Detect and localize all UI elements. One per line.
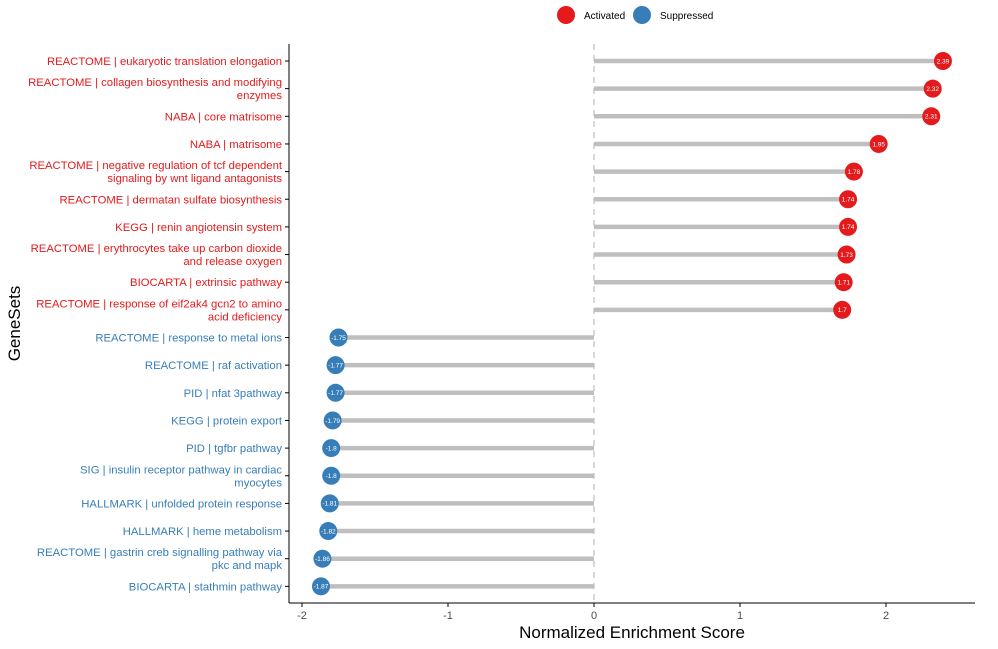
y-label-naba-core-matrisome: NABA | core matrisome bbox=[165, 111, 282, 123]
y-label-reactome-negative-regulation-of-tcf-dependent-signaling-by-wnt-ligand-antagonists: REACTOME | negative regulation of tcf de… bbox=[29, 160, 283, 185]
value-label-14: -1.79 bbox=[325, 418, 340, 425]
y-label-hallmark-heme-metabolism: HALLMARK | heme metabolism bbox=[123, 526, 282, 538]
legend-swatch-suppressed bbox=[633, 6, 651, 24]
point-11 bbox=[329, 328, 348, 347]
y-label-biocarta-stathmin-pathway: BIOCARTA | stathmin pathway bbox=[129, 581, 283, 593]
y-label-reactome-erythrocytes-take-up-carbon-dioxide-and-release-oxygen: REACTOME | erythrocytes take up carbon d… bbox=[31, 243, 282, 268]
y-label-hallmark-unfolded-protein-response: HALLMARK | unfolded protein response bbox=[81, 498, 282, 510]
value-label-19: -1.86 bbox=[315, 556, 330, 563]
point-1 bbox=[933, 52, 952, 70]
y-label-biocarta-extrinsic-pathway: BIOCARTA | extrinsic pathway bbox=[130, 277, 282, 289]
points-layer: 2.39 2.32 2.31 1.95 1.78 1.74 1.74 1.73 1.71 1.7 -… bbox=[311, 52, 952, 596]
legend-label-activated: Activated bbox=[584, 11, 625, 22]
point-2 bbox=[923, 79, 942, 98]
x-axis-title: Normalized Enrichment Score bbox=[519, 623, 745, 642]
point-18 bbox=[319, 522, 338, 541]
x-tick-label: 1 bbox=[737, 610, 743, 622]
value-label-13: -1.77 bbox=[328, 390, 343, 397]
value-label-4: 1.95 bbox=[872, 141, 885, 148]
x-tick-label: 0 bbox=[591, 610, 597, 622]
point-17 bbox=[320, 494, 339, 513]
point-6 bbox=[839, 190, 858, 209]
y-label-sig-insulin-receptor-pathway-in-cardiac-myocytes: SIG | insulin receptor pathway in cardia… bbox=[80, 464, 282, 489]
point-12 bbox=[326, 356, 345, 375]
y-label-reactome-dermatan-sulfate-biosynthesis: REACTOME | dermatan sulfate biosynthesis bbox=[60, 194, 283, 206]
value-label-18: -1.82 bbox=[321, 528, 336, 535]
x-tick-label: 2 bbox=[883, 610, 889, 622]
y-label-kegg-protein-export: KEGG | protein export bbox=[171, 415, 283, 427]
value-label-9: 1.71 bbox=[837, 280, 850, 287]
value-label-20: -1.87 bbox=[314, 584, 329, 591]
point-15 bbox=[322, 439, 341, 458]
point-14 bbox=[323, 411, 342, 430]
point-9 bbox=[834, 273, 853, 292]
point-5 bbox=[844, 162, 863, 181]
value-label-6: 1.74 bbox=[842, 197, 855, 204]
y-label-kegg-renin-angiotensin-system: KEGG | renin angiotensin system bbox=[115, 222, 282, 234]
legend-label-suppressed: Suppressed bbox=[660, 11, 713, 22]
x-axis-ticks: -2 -1 0 1 2 bbox=[297, 603, 889, 622]
y-label-naba-matrisome: NABA | matrisome bbox=[190, 139, 282, 151]
point-7 bbox=[839, 217, 858, 236]
legend-swatch-activated bbox=[557, 6, 575, 24]
point-20 bbox=[311, 577, 330, 596]
value-label-11: -1.75 bbox=[331, 335, 346, 342]
value-label-7: 1.74 bbox=[842, 224, 855, 231]
value-label-8: 1.73 bbox=[840, 252, 853, 259]
point-8 bbox=[837, 245, 856, 264]
y-label-reactome-response-to-metal-ions: REACTOME | response to metal ions bbox=[95, 333, 282, 345]
value-label-10: 1.7 bbox=[838, 307, 847, 314]
value-label-17: -1.81 bbox=[322, 501, 337, 508]
point-10 bbox=[833, 300, 852, 319]
value-label-16: -1.8 bbox=[326, 473, 338, 480]
y-label-reactome-collagen-biosynthesis-and-modifying-enzymes: REACTOME | collagen biosynthesis and mod… bbox=[28, 77, 282, 102]
point-19 bbox=[313, 549, 332, 568]
y-axis-labels: REACTOME | eukaryotic translation elonga… bbox=[28, 56, 289, 593]
y-label-pid-tgfbr-pathway: PID | tgfbr pathway bbox=[186, 443, 282, 455]
value-label-15: -1.8 bbox=[326, 445, 338, 452]
point-4 bbox=[869, 134, 888, 153]
y-label-reactome-gastrin-creb-signalling-pathway-via-pkc-and-mapk: REACTOME | gastrin creb signalling pathw… bbox=[37, 547, 283, 572]
point-13 bbox=[326, 383, 345, 402]
x-tick-label: -2 bbox=[297, 610, 307, 622]
y-label-reactome-eukaryotic-translation-elongation: REACTOME | eukaryotic translation elonga… bbox=[47, 56, 282, 68]
point-16 bbox=[322, 466, 341, 485]
y-label-reactome-raf-activation: REACTOME | raf activation bbox=[145, 360, 282, 372]
y-label-reactome-response-of-eif2ak4-gcn2-to-amino-acid-deficiency: REACTOME | response of eif2ak4 gcn2 to a… bbox=[36, 298, 282, 323]
value-label-12: -1.77 bbox=[328, 362, 343, 369]
legend: Activated Suppressed bbox=[557, 6, 713, 24]
point-3 bbox=[922, 107, 941, 126]
value-label-1: 2.39 bbox=[937, 58, 950, 65]
value-label-2: 2.32 bbox=[926, 86, 939, 93]
x-tick-label: -1 bbox=[443, 610, 453, 622]
value-label-3: 2.31 bbox=[925, 114, 938, 121]
y-axis-title: GeneSets bbox=[5, 286, 24, 362]
value-label-5: 1.78 bbox=[848, 169, 861, 176]
stems-layer bbox=[320, 58, 943, 589]
y-label-pid-nfat-3pathway: PID | nfat 3pathway bbox=[184, 388, 283, 400]
